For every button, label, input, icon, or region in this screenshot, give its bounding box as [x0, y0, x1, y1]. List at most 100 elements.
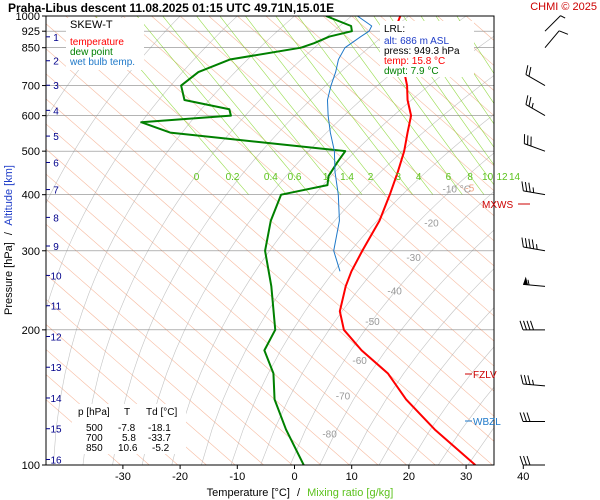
x-axis-title: Temperature [°C] / Mixing ratio [g/kg]: [207, 487, 394, 499]
mixing-ratio-label: 3: [395, 172, 401, 183]
isotherm-line: [46, 98, 465, 465]
wind-barb-full: [523, 455, 527, 466]
table-row-850-td: -5.2: [152, 443, 170, 454]
mixing-ratio-label: 14: [509, 172, 521, 183]
wind-barb-half: [536, 244, 538, 250]
temperature-tick-label: -10: [229, 471, 245, 483]
ylabel-altitude: Altitude [km]: [3, 165, 15, 226]
series-wet-bulb-temp-line: [326, 16, 373, 272]
wind-barb-full: [526, 320, 531, 330]
table-row-850-p: 850: [86, 443, 103, 454]
altitude-tick-label: 4: [53, 106, 59, 117]
temperature-tick-label: 30: [460, 471, 472, 483]
wind-barb-shaft: [544, 30, 560, 49]
isotherm-line: [65, 16, 494, 392]
altitude-tick-label: 8: [53, 213, 59, 224]
copyright: CHMI © 2025: [530, 1, 597, 13]
temperature-tick-label: 20: [403, 471, 415, 483]
isotherm-line: [265, 16, 494, 217]
special-levels: MXWS FZLV WBZL: [465, 200, 530, 428]
wind-barb: [521, 237, 546, 252]
dry-adiabat-line: [289, 191, 494, 465]
wind-barb-shaft: [523, 283, 546, 287]
altitude-tick-label: 2: [53, 57, 59, 68]
isotherm-line: [294, 16, 494, 192]
wind-barb: [520, 374, 546, 387]
table-header-td: Td [°C]: [146, 407, 177, 418]
series-dew-point-line: [140, 16, 353, 465]
isotherm-line: [351, 16, 494, 142]
xlabel-mixing-ratio: Mixing ratio [g/kg]: [307, 487, 393, 499]
temperature-tick-label: 10: [346, 471, 358, 483]
wind-barb-pennant: [523, 276, 529, 285]
wind-barb-full: [519, 412, 524, 422]
wind-barb-half: [560, 15, 566, 19]
altitude-tick-label: 11: [51, 302, 62, 313]
wind-barb-full: [525, 65, 529, 75]
temperature-tick-label: -30: [115, 471, 131, 483]
wind-barb-full: [521, 237, 524, 248]
wind-barb-full: [519, 320, 524, 330]
xlabel-temperature: Temperature [°C]: [207, 487, 290, 499]
pressure-tick-label: 600: [22, 111, 40, 123]
wind-barbs: [519, 15, 569, 466]
xlabel-separator: /: [297, 487, 301, 499]
wind-barb-full: [523, 134, 526, 144]
altitude-tick-label: 15: [50, 425, 62, 436]
wind-barb-full: [530, 136, 532, 147]
wind-barb-full: [531, 239, 535, 249]
wind-barb-full: [528, 238, 531, 249]
altitude-tick-label: 6: [53, 158, 59, 169]
dry-adiabat-label: -40: [387, 286, 402, 297]
wind-barb-half: [527, 279, 530, 286]
lrl-alt: alt: 686 m ASL: [384, 36, 449, 47]
background-grid: [46, 16, 494, 465]
altitude-tick-label: 14: [50, 394, 62, 405]
isotherm-line: [46, 374, 150, 465]
legend-title: SKEW-T: [70, 19, 113, 31]
background-labels: -5 -80 -70 -60 -50 -40 -30 -20 -10 °C 0 0.2 0.4 0.6 1…: [194, 172, 521, 441]
isotherm-line: [46, 248, 293, 465]
isotherm-line: [380, 16, 494, 117]
mixing-ratio-label: 1.4: [340, 172, 354, 183]
wind-barb-full: [558, 30, 569, 35]
lrl-temp: temp: 15.8 °C: [384, 56, 445, 67]
wind-barb-shaft: [523, 246, 546, 252]
axes: 1002003004005006007008509251000123456789…: [16, 11, 530, 483]
dry-adiabat-line: [201, 75, 494, 465]
mixing-ratio-label: 6: [446, 172, 452, 183]
wind-barb: [519, 455, 545, 466]
isotherm-line: [46, 349, 179, 465]
wind-barb: [521, 181, 546, 196]
table-row-700-td: -33.7: [148, 433, 171, 444]
mixing-ratio-label: 0.2: [226, 172, 240, 183]
level-table: p [hPa] T Td [°C] 500 -7.8 -18.1 700 5.8…: [72, 404, 186, 454]
wbzl-label: WBZL: [473, 417, 501, 428]
altitude-tick-label: 13: [50, 363, 62, 374]
wind-barb-half: [531, 379, 535, 386]
wind-barb-full: [523, 320, 527, 330]
wind-barb-full: [526, 455, 531, 466]
altitude-tick-label: 9: [53, 242, 59, 253]
mixing-ratio-label: 8: [467, 172, 473, 183]
altitude-tick-label: 16: [50, 455, 62, 466]
altitude-tick-label: 5: [53, 132, 59, 143]
isotherm-line: [46, 223, 322, 465]
pressure-tick-label: 400: [22, 190, 40, 202]
mixing-ratio-label: 1: [323, 172, 329, 183]
wind-barb-full: [526, 412, 531, 422]
temperature-tick-label: 0: [291, 471, 297, 483]
wind-barb-full: [524, 238, 528, 248]
table-row-700-p: 700: [86, 433, 103, 444]
wind-barb-full: [524, 182, 528, 192]
wind-barb-full: [528, 96, 532, 107]
dry-adiabat-line: [319, 229, 494, 465]
isotherm-line: [46, 48, 494, 442]
dry-adiabat-label: -30: [406, 253, 421, 264]
wind-barb-full: [519, 455, 524, 466]
pressure-tick-label: 300: [22, 246, 40, 258]
mixing-ratio-label: 12: [497, 172, 509, 183]
wind-barb: [523, 134, 546, 152]
isotherm-line: [46, 324, 207, 465]
